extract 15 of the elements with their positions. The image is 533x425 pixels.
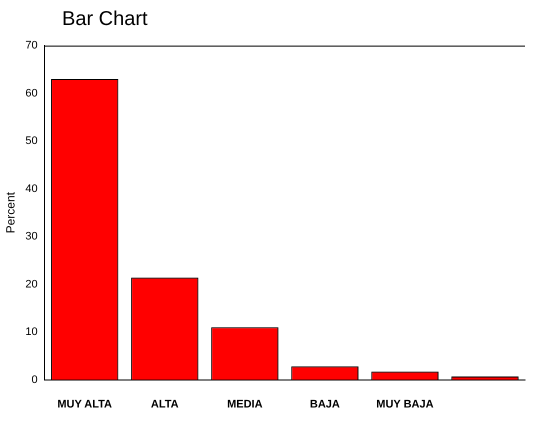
y-tick-label: 50 <box>25 135 38 148</box>
y-tick-label: 0 <box>32 374 38 386</box>
y-tick-label: 20 <box>25 278 38 290</box>
x-tick-label: MEDIA <box>227 398 263 410</box>
chart-title: Bar Chart <box>62 8 148 31</box>
y-tick-label: 60 <box>25 87 38 100</box>
y-axis-title: Percent <box>4 191 18 234</box>
y-tick-label: 10 <box>25 326 38 338</box>
y-tick-label: 40 <box>25 182 38 195</box>
x-tick-label: MUY BAJA <box>376 398 434 410</box>
x-tick-label: BAJA <box>310 398 340 410</box>
y-tick-label: 70 <box>25 40 38 52</box>
x-tick-label: MUY ALTA <box>57 398 112 410</box>
y-tick-label: 30 <box>25 230 38 243</box>
x-tick-label: ALTA <box>150 398 179 410</box>
